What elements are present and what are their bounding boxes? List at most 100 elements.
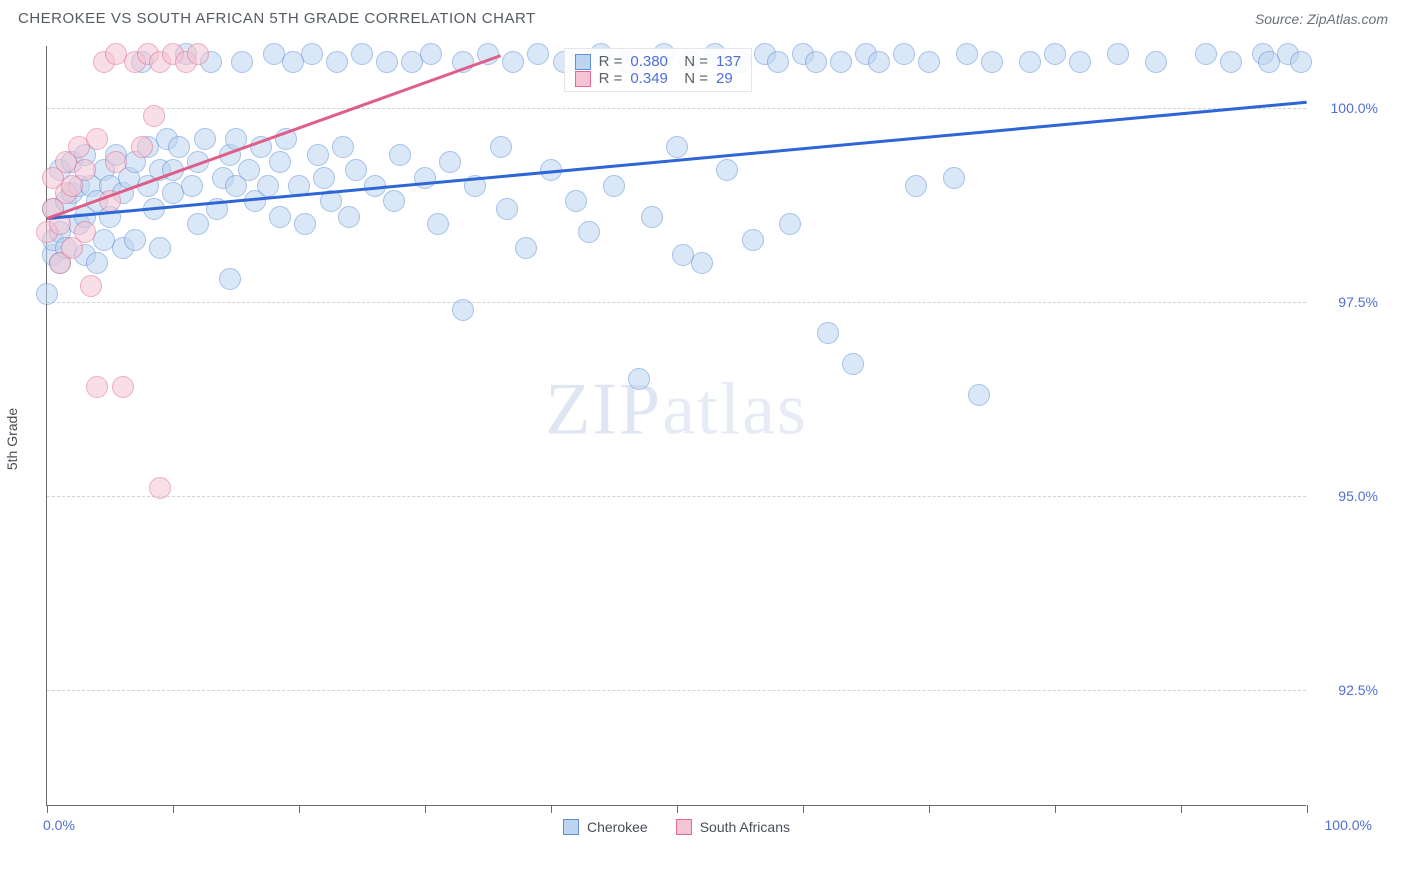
- legend-swatch: [563, 819, 579, 835]
- data-point: [603, 175, 625, 197]
- chart-title: CHEROKEE VS SOUTH AFRICAN 5TH GRADE CORR…: [18, 10, 536, 27]
- data-point: [943, 167, 965, 189]
- data-point: [515, 237, 537, 259]
- data-point: [168, 136, 190, 158]
- data-point: [830, 51, 852, 73]
- corr-row: R =0.380 N =137: [575, 53, 741, 70]
- trend-line: [46, 54, 501, 220]
- data-point: [124, 229, 146, 251]
- xtick: [1307, 805, 1308, 813]
- data-point: [338, 206, 360, 228]
- data-point: [427, 213, 449, 235]
- data-point: [767, 51, 789, 73]
- data-point: [86, 128, 108, 150]
- legend-item: South Africans: [676, 819, 790, 835]
- data-point: [238, 159, 260, 181]
- data-point: [231, 51, 253, 73]
- data-point: [112, 376, 134, 398]
- data-point: [105, 151, 127, 173]
- xtick: [929, 805, 930, 813]
- data-point: [439, 151, 461, 173]
- watermark: ZIPatlas: [545, 368, 808, 453]
- xtick: [173, 805, 174, 813]
- data-point: [187, 213, 209, 235]
- data-point: [842, 353, 864, 375]
- corr-r-label: R =: [599, 70, 623, 87]
- y-axis-label: 5th Grade: [4, 408, 20, 470]
- data-point: [1290, 51, 1312, 73]
- data-point: [326, 51, 348, 73]
- xaxis-end-label: 100.0%: [1325, 817, 1372, 833]
- plot-area: ZIPatlas 92.5%95.0%97.5%100.0%0.0%100.0%…: [46, 46, 1306, 806]
- data-point: [868, 51, 890, 73]
- corr-n-value: 29: [716, 70, 733, 87]
- xtick: [1055, 805, 1056, 813]
- data-point: [805, 51, 827, 73]
- data-point: [1195, 43, 1217, 65]
- ytick-label: 100.0%: [1331, 100, 1378, 116]
- xtick: [425, 805, 426, 813]
- gridline: [47, 302, 1306, 303]
- data-point: [345, 159, 367, 181]
- data-point: [181, 175, 203, 197]
- gridline: [47, 690, 1306, 691]
- xtick: [1181, 805, 1182, 813]
- data-point: [149, 477, 171, 499]
- corr-swatch: [575, 54, 591, 70]
- xtick: [299, 805, 300, 813]
- data-point: [691, 252, 713, 274]
- corr-swatch: [575, 71, 591, 87]
- xtick: [677, 805, 678, 813]
- data-point: [1044, 43, 1066, 65]
- corr-r-value: 0.349: [630, 70, 668, 87]
- data-point: [1069, 51, 1091, 73]
- correlation-box: R =0.380 N =137R = 0.349 N = 29: [564, 48, 752, 92]
- data-point: [301, 43, 323, 65]
- data-point: [131, 136, 153, 158]
- corr-r-label: R =: [599, 53, 623, 70]
- data-point: [194, 128, 216, 150]
- data-point: [779, 213, 801, 235]
- xtick: [47, 805, 48, 813]
- legend-label: South Africans: [700, 819, 790, 835]
- data-point: [578, 221, 600, 243]
- gridline: [47, 496, 1306, 497]
- data-point: [383, 190, 405, 212]
- data-point: [742, 229, 764, 251]
- data-point: [376, 51, 398, 73]
- corr-n-label: N =: [676, 70, 708, 87]
- data-point: [905, 175, 927, 197]
- corr-n-value: 137: [716, 53, 741, 70]
- gridline: [47, 108, 1306, 109]
- ytick-label: 95.0%: [1338, 488, 1378, 504]
- data-point: [968, 384, 990, 406]
- data-point: [1107, 43, 1129, 65]
- data-point: [666, 136, 688, 158]
- data-point: [351, 43, 373, 65]
- data-point: [893, 43, 915, 65]
- data-point: [420, 43, 442, 65]
- bottom-legend: CherokeeSouth Africans: [47, 819, 1306, 835]
- data-point: [294, 213, 316, 235]
- legend-swatch: [676, 819, 692, 835]
- ytick-label: 97.5%: [1338, 294, 1378, 310]
- data-point: [80, 275, 102, 297]
- data-point: [641, 206, 663, 228]
- data-point: [1220, 51, 1242, 73]
- xtick: [551, 805, 552, 813]
- data-point: [36, 283, 58, 305]
- data-point: [490, 136, 512, 158]
- data-point: [219, 268, 241, 290]
- data-point: [269, 151, 291, 173]
- data-point: [918, 51, 940, 73]
- data-point: [74, 221, 96, 243]
- data-point: [565, 190, 587, 212]
- corr-row: R = 0.349 N = 29: [575, 70, 741, 87]
- data-point: [149, 237, 171, 259]
- data-point: [956, 43, 978, 65]
- data-point: [502, 51, 524, 73]
- source-label: Source: ZipAtlas.com: [1255, 11, 1388, 27]
- data-point: [389, 144, 411, 166]
- data-point: [257, 175, 279, 197]
- data-point: [628, 368, 650, 390]
